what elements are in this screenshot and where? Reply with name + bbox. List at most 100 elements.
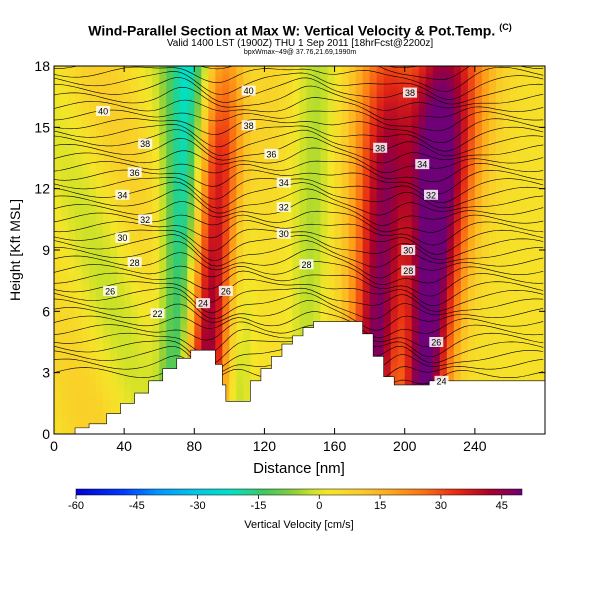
- theta-label-text: 30: [279, 229, 289, 239]
- theta-contour-line: [54, 123, 544, 152]
- theta-label: 24: [434, 375, 449, 386]
- theta-label: 32: [138, 214, 153, 225]
- velocity-column: [439, 66, 448, 434]
- theta-label-text: 32: [279, 203, 289, 213]
- velocity-column: [425, 66, 434, 434]
- theta-label: 26: [103, 285, 118, 296]
- velocity-column: [488, 66, 497, 434]
- y-tick-label: 9: [42, 242, 50, 258]
- velocity-column: [432, 66, 441, 434]
- velocity-column: [285, 66, 294, 434]
- theta-label: 30: [276, 228, 291, 239]
- x-tick-label: 240: [463, 438, 487, 454]
- colorbar-tick-label: 30: [435, 500, 447, 512]
- theta-contour-line: [54, 85, 544, 111]
- colorbar-tick-label: -15: [251, 500, 267, 512]
- y-tick-label: 15: [34, 119, 50, 135]
- theta-label-text: 28: [130, 258, 140, 268]
- theta-label: 36: [264, 148, 279, 159]
- velocity-column: [369, 66, 378, 434]
- colorbar: [75, 488, 523, 496]
- velocity-column: [117, 66, 125, 434]
- theta-label-text: 36: [266, 149, 276, 159]
- velocity-column: [82, 66, 90, 434]
- theta-label-text: 38: [244, 121, 254, 131]
- theta-contour-line: [54, 210, 544, 233]
- theta-label-text: 30: [117, 233, 127, 243]
- chart-subsubtitle: bpxWmax~49@ 37.76,21.69,1990m: [243, 49, 357, 56]
- colorbar-label: Vertical Velocity [cm/s]: [244, 519, 353, 531]
- theta-contour-line: [54, 220, 544, 246]
- velocity-column: [348, 66, 357, 434]
- chart-subtitle: Valid 1400 LST (1900Z) THU 1 Sep 2011 [1…: [166, 38, 434, 49]
- x-tick-label: 120: [253, 438, 277, 454]
- theta-contour-line: [54, 66, 544, 92]
- velocity-column: [110, 66, 118, 434]
- velocity-column: [362, 66, 371, 434]
- velocity-column: [208, 66, 216, 434]
- velocity-column: [145, 66, 153, 434]
- theta-label-text: 38: [140, 139, 150, 149]
- velocity-column: [306, 66, 315, 434]
- theta-label: 28: [401, 265, 416, 276]
- theta-contour-line: [54, 109, 544, 132]
- theta-contour-line: [54, 160, 544, 183]
- velocity-column: [292, 66, 301, 434]
- theta-contour-line: [54, 278, 544, 307]
- colorbar-ticks: -60 -45 -30 -15 0 15 30 45: [68, 495, 508, 512]
- velocity-column: [61, 66, 69, 434]
- velocity-column: [96, 66, 104, 434]
- theta-label-text: 38: [375, 143, 385, 153]
- velocity-column: [299, 66, 308, 434]
- velocity-column: [187, 66, 195, 434]
- velocity-column: [236, 66, 244, 434]
- velocity-column: [271, 66, 280, 434]
- velocity-column: [376, 66, 385, 434]
- theta-label-text: 34: [117, 190, 127, 200]
- theta-label-text: 28: [302, 260, 312, 270]
- theta-label-text: 32: [426, 190, 436, 200]
- velocity-column: [334, 66, 343, 434]
- velocity-column: [173, 66, 181, 434]
- theta-contour-line: [54, 300, 544, 331]
- theta-contour-line: [54, 77, 544, 105]
- x-tick-label: 80: [186, 438, 202, 454]
- velocity-column: [201, 66, 209, 434]
- velocity-column: [341, 66, 350, 434]
- theta-label: 38: [402, 87, 417, 98]
- velocity-column: [250, 66, 259, 434]
- theta-label-text: 40: [244, 86, 254, 96]
- velocity-column: [124, 66, 132, 434]
- y-axis-label: Height [Kft MSL]: [7, 199, 23, 301]
- x-tick-label: 0: [50, 438, 58, 454]
- velocity-column: [453, 66, 462, 434]
- velocity-column: [390, 66, 399, 434]
- theta-contour-line: [54, 287, 544, 314]
- theta-contour-line: [54, 66, 544, 80]
- theta-label: 38: [373, 142, 388, 153]
- theta-contour-line: [54, 129, 544, 157]
- colorbar-tick-label: 45: [496, 500, 508, 512]
- y-tick-label: 0: [42, 426, 50, 442]
- colorbar-tick-label: -60: [68, 500, 84, 512]
- theta-label-text: 24: [437, 376, 447, 386]
- velocity-column: [474, 66, 483, 434]
- theta-contour-line: [54, 270, 544, 297]
- theta-contour-line: [54, 261, 544, 286]
- x-tick-label: 160: [323, 438, 347, 454]
- colorbar-tick-label: -30: [190, 500, 206, 512]
- theta-labels: 40 40 38 38 38 38 36 36 34 34 34 32 32 32 30 30 30 28 28 28…: [96, 85, 449, 386]
- theta-label-text: 36: [130, 168, 140, 178]
- theta-label: 30: [115, 232, 130, 243]
- velocity-column: [495, 66, 504, 434]
- velocity-column: [411, 66, 420, 434]
- theta-label-text: 28: [403, 266, 413, 276]
- colorbar-tick-label: 0: [316, 500, 322, 512]
- velocity-column: [320, 66, 329, 434]
- colorbar-tick-label: -45: [129, 500, 145, 512]
- velocity-column: [278, 66, 287, 434]
- theta-contour-line: [54, 97, 544, 121]
- theta-label: 38: [138, 138, 153, 149]
- velocity-column: [180, 66, 188, 434]
